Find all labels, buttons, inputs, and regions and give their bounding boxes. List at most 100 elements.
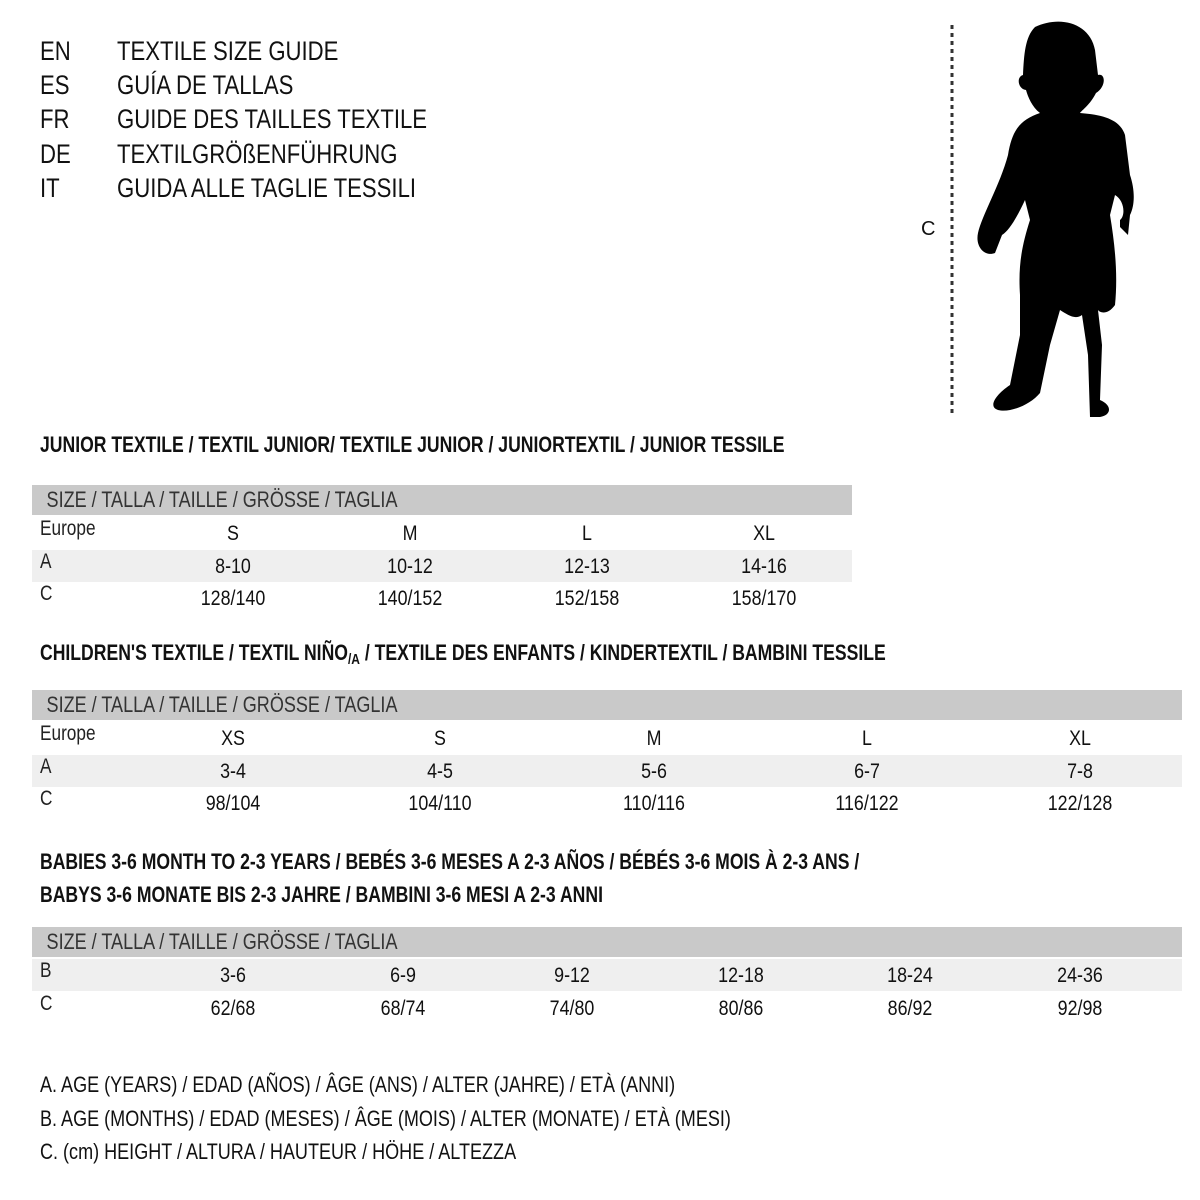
row-label-text: C [40, 787, 53, 810]
cell-value: 122/128 [1047, 792, 1113, 815]
cell-value: XL [753, 522, 775, 545]
cell-value: M [402, 522, 418, 545]
cell-value: 12-13 [564, 554, 610, 578]
cell-value: 9-12 [554, 964, 590, 987]
table-row: Europe S M L XL [32, 517, 852, 549]
table-cell: XL [751, 518, 777, 550]
table-cell: 12-18 [714, 960, 768, 992]
table-cell: 68/74 [377, 993, 430, 1025]
language-code: FR [40, 104, 76, 135]
row-label: Europe [40, 718, 108, 750]
table-cell: 122/128 [1042, 788, 1118, 820]
language-code-text: IT [40, 173, 60, 203]
legend-text: B. AGE (MONTHS) / EDAD (MESES) / ÂGE (MO… [40, 1106, 731, 1131]
cell-value: 3-6 [220, 964, 246, 987]
cell-value: 6-9 [390, 964, 416, 987]
row-label-text: Europe [40, 722, 96, 745]
table-row: C 62/68 68/74 74/80 80/86 86/92 92/98 [32, 992, 1182, 1024]
row-label-text: A [40, 549, 52, 573]
title-main: JUNIOR TEXTILE / TEXTIL JUNIOR/ TEXTILE … [40, 432, 785, 457]
row-label-text: C [40, 991, 53, 1015]
language-title-text: GUIDA ALLE TAGLIE TESSILI [117, 173, 417, 203]
legend-text: C. (cm) HEIGHT / ALTURA / HAUTEUR / HÖHE… [40, 1139, 517, 1164]
table-header-text: SIZE / TALLA / TAILLE / GRÖSSE / TAGLIA [32, 692, 476, 717]
table-row: Europe XS S M L XL [32, 722, 1182, 754]
table-cell: 92/98 [1054, 993, 1107, 1025]
table-cell: 5-6 [639, 756, 669, 788]
cell-value: 92/98 [1057, 996, 1103, 1020]
row-label-text: B [40, 959, 52, 982]
cell-value: 86/92 [887, 996, 933, 1020]
legend-item: C. (cm) HEIGHT / ALTURA / HAUTEUR / HÖHE… [40, 1139, 621, 1165]
cell-value: 14-16 [741, 554, 787, 578]
title-rest: / TEXTILE DES ENFANTS / KINDERTEXTIL / B… [359, 640, 886, 665]
language-title: GUIDA ALLE TAGLIE TESSILI [117, 173, 482, 204]
table-cell: 86/92 [884, 993, 937, 1025]
table-cell: 6-7 [852, 756, 882, 788]
table-cell: 14-16 [737, 551, 791, 583]
language-title: GUÍA DE TALLAS [117, 70, 332, 101]
language-title: TEXTILGRÖßENFÜHRUNG [117, 139, 459, 170]
cell-value: 80/86 [718, 996, 764, 1020]
cell-value: 3-4 [220, 759, 246, 783]
cell-value: 4-5 [427, 759, 453, 783]
section-title-line2: BABYS 3-6 MONATE BIS 2-3 JAHRE / BAMBINI… [40, 882, 744, 908]
language-title: GUIDE DES TAILLES TEXTILE [117, 104, 495, 135]
cell-value: 74/80 [549, 996, 595, 1020]
table-row: A 8-10 10-12 12-13 14-16 [32, 549, 852, 583]
table-header: SIZE / TALLA / TAILLE / GRÖSSE / TAGLIA [32, 927, 1182, 957]
table-cell: 8-10 [212, 551, 254, 583]
table-cell: 9-12 [551, 960, 593, 992]
cell-value: S [434, 727, 446, 750]
language-title-text: GUÍA DE TALLAS [117, 70, 294, 100]
language-code: EN [40, 36, 78, 67]
cell-value: 10-12 [387, 554, 433, 578]
table-cell: 10-12 [383, 551, 437, 583]
legend-item: B. AGE (MONTHS) / EDAD (MESES) / ÂGE (MO… [40, 1106, 883, 1132]
cell-value: 68/74 [380, 996, 426, 1020]
cell-value: 12-18 [718, 964, 764, 987]
table-cell: 74/80 [546, 993, 599, 1025]
table-cell: 80/86 [715, 993, 768, 1025]
table-cell: M [645, 723, 663, 755]
cell-value: XS [221, 727, 245, 750]
table-cell: 116/122 [830, 788, 904, 820]
child-silhouette-icon [950, 21, 1134, 417]
table-cell: 7-8 [1065, 756, 1095, 788]
table-cell: 62/68 [207, 993, 260, 1025]
table-header-text: SIZE / TALLA / TAILLE / GRÖSSE / TAGLIA [32, 487, 476, 512]
cell-value: 7-8 [1067, 759, 1093, 783]
language-code: ES [40, 70, 76, 101]
language-code-text: EN [40, 36, 71, 66]
cell-value: 18-24 [887, 964, 933, 987]
table-cell: L [861, 723, 873, 755]
table-cell: 12-13 [560, 551, 614, 583]
language-title: TEXTILE SIZE GUIDE [117, 36, 387, 67]
cell-value: L [862, 727, 872, 750]
row-label: C [40, 783, 55, 815]
cell-value: 158/170 [731, 587, 797, 610]
language-code-text: ES [40, 70, 70, 100]
table-header: SIZE / TALLA / TAILLE / GRÖSSE / TAGLIA [32, 485, 852, 515]
cell-value: 104/110 [408, 792, 472, 815]
table-cell: 152/158 [549, 583, 625, 615]
section-title-text: CHILDREN'S TEXTILE / TEXTIL NIÑO/A / TEX… [40, 640, 886, 668]
title-main: CHILDREN'S TEXTILE / TEXTIL NIÑO [40, 640, 348, 665]
language-title-text: GUIDE DES TAILLES TEXTILE [117, 104, 428, 134]
cell-value: L [582, 522, 592, 545]
table-cell: XL [1067, 723, 1093, 755]
section-title-text: BABYS 3-6 MONATE BIS 2-3 JAHRE / BAMBINI… [40, 882, 603, 907]
cell-value: 128/140 [200, 587, 266, 610]
cell-value: 6-7 [854, 759, 880, 783]
language-code: IT [40, 173, 64, 204]
row-label: C [40, 988, 55, 1020]
section-title: CHILDREN'S TEXTILE / TEXTIL NIÑO/A / TEX… [40, 640, 1097, 668]
table-header: SIZE / TALLA / TAILLE / GRÖSSE / TAGLIA [32, 690, 1182, 720]
table-cell: 3-4 [218, 756, 248, 788]
table-cell: 110/116 [618, 788, 691, 820]
table-cell: M [401, 518, 419, 550]
row-label-text: A [40, 754, 52, 778]
table-cell: 98/104 [201, 788, 265, 820]
table-cell: XS [219, 723, 247, 755]
cell-value: 110/116 [623, 792, 685, 815]
